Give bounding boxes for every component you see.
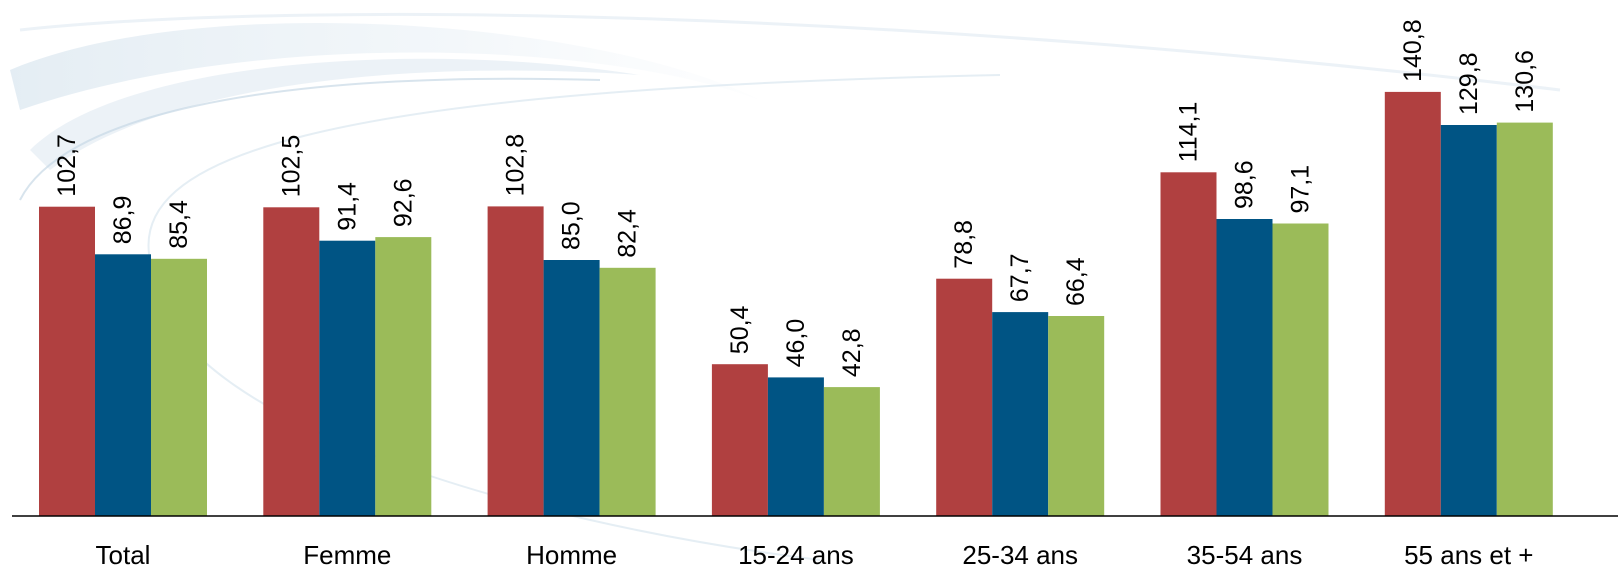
value-label-series-2-4: 46,0: [782, 319, 810, 368]
value-label-series-1-4: 50,4: [726, 305, 754, 354]
value-label-series-1-7: 140,8: [1399, 19, 1427, 82]
bar-series-1-1: [39, 206, 95, 516]
value-label-series-1-1: 102,7: [53, 134, 81, 197]
value-label-series-1-5: 78,8: [950, 220, 978, 269]
bar-series-3-4: [823, 387, 880, 516]
bar-series-3-3: [599, 267, 656, 516]
bar-series-2-3: [543, 260, 600, 516]
value-label-series-2-2: 91,4: [333, 182, 361, 231]
value-label-series-3-7: 130,6: [1511, 50, 1539, 113]
value-label-series-1-2: 102,5: [277, 135, 305, 198]
value-label-series-3-3: 82,4: [614, 209, 642, 258]
bar-series-2-6: [1216, 219, 1273, 516]
value-label-series-1-3: 102,8: [502, 134, 530, 197]
value-label-series-3-1: 85,4: [165, 200, 193, 249]
category-label-1: Total: [96, 540, 151, 570]
bar-series-3-1: [151, 258, 207, 516]
bar-series-1-4: [711, 364, 768, 516]
value-label-series-3-6: 97,1: [1287, 165, 1315, 214]
category-labels-group: Total Femme Homme 15-24 ans 25-34 ans 35-54 a…: [96, 540, 1534, 570]
category-label-6: 35-54 ans: [1187, 540, 1303, 570]
bars-group: [39, 91, 1553, 517]
value-label-series-2-1: 86,9: [109, 196, 137, 245]
category-label-7: 55 ans et +: [1404, 540, 1533, 570]
value-label-series-2-5: 67,7: [1006, 253, 1034, 302]
value-labels-group: 102,7 86,9 85,4 102,5 91,4 92,6 102,8 85,0 82,4 5…: [53, 19, 1539, 377]
category-label-2: Femme: [303, 540, 391, 570]
value-label-series-1-6: 114,1: [1175, 102, 1203, 163]
value-label-series-3-5: 66,4: [1062, 257, 1090, 306]
category-label-4: 15-24 ans: [738, 540, 854, 570]
bar-series-3-2: [375, 237, 432, 516]
bar-series-3-5: [1048, 316, 1105, 516]
bar-series-1-7: [1384, 91, 1441, 517]
value-label-series-3-4: 42,8: [838, 328, 866, 377]
category-label-3: Homme: [526, 540, 617, 570]
bar-series-2-5: [992, 312, 1049, 516]
category-label-5: 25-34 ans: [962, 540, 1078, 570]
bar-series-3-7: [1496, 122, 1553, 516]
bar-series-1-2: [263, 207, 320, 517]
bar-series-2-4: [767, 377, 824, 516]
bar-series-1-6: [1160, 172, 1217, 517]
bar-series-1-5: [936, 278, 993, 516]
bar-series-3-6: [1272, 223, 1329, 516]
value-label-series-3-2: 92,6: [389, 178, 417, 227]
value-label-series-2-7: 129,8: [1455, 52, 1483, 115]
bar-series-2-2: [319, 240, 376, 516]
bar-series-2-7: [1440, 125, 1497, 516]
value-label-series-2-6: 98,6: [1231, 160, 1259, 209]
value-label-series-2-3: 85,0: [558, 201, 586, 250]
bar-series-2-1: [95, 254, 151, 517]
bar-series-1-3: [487, 206, 544, 516]
